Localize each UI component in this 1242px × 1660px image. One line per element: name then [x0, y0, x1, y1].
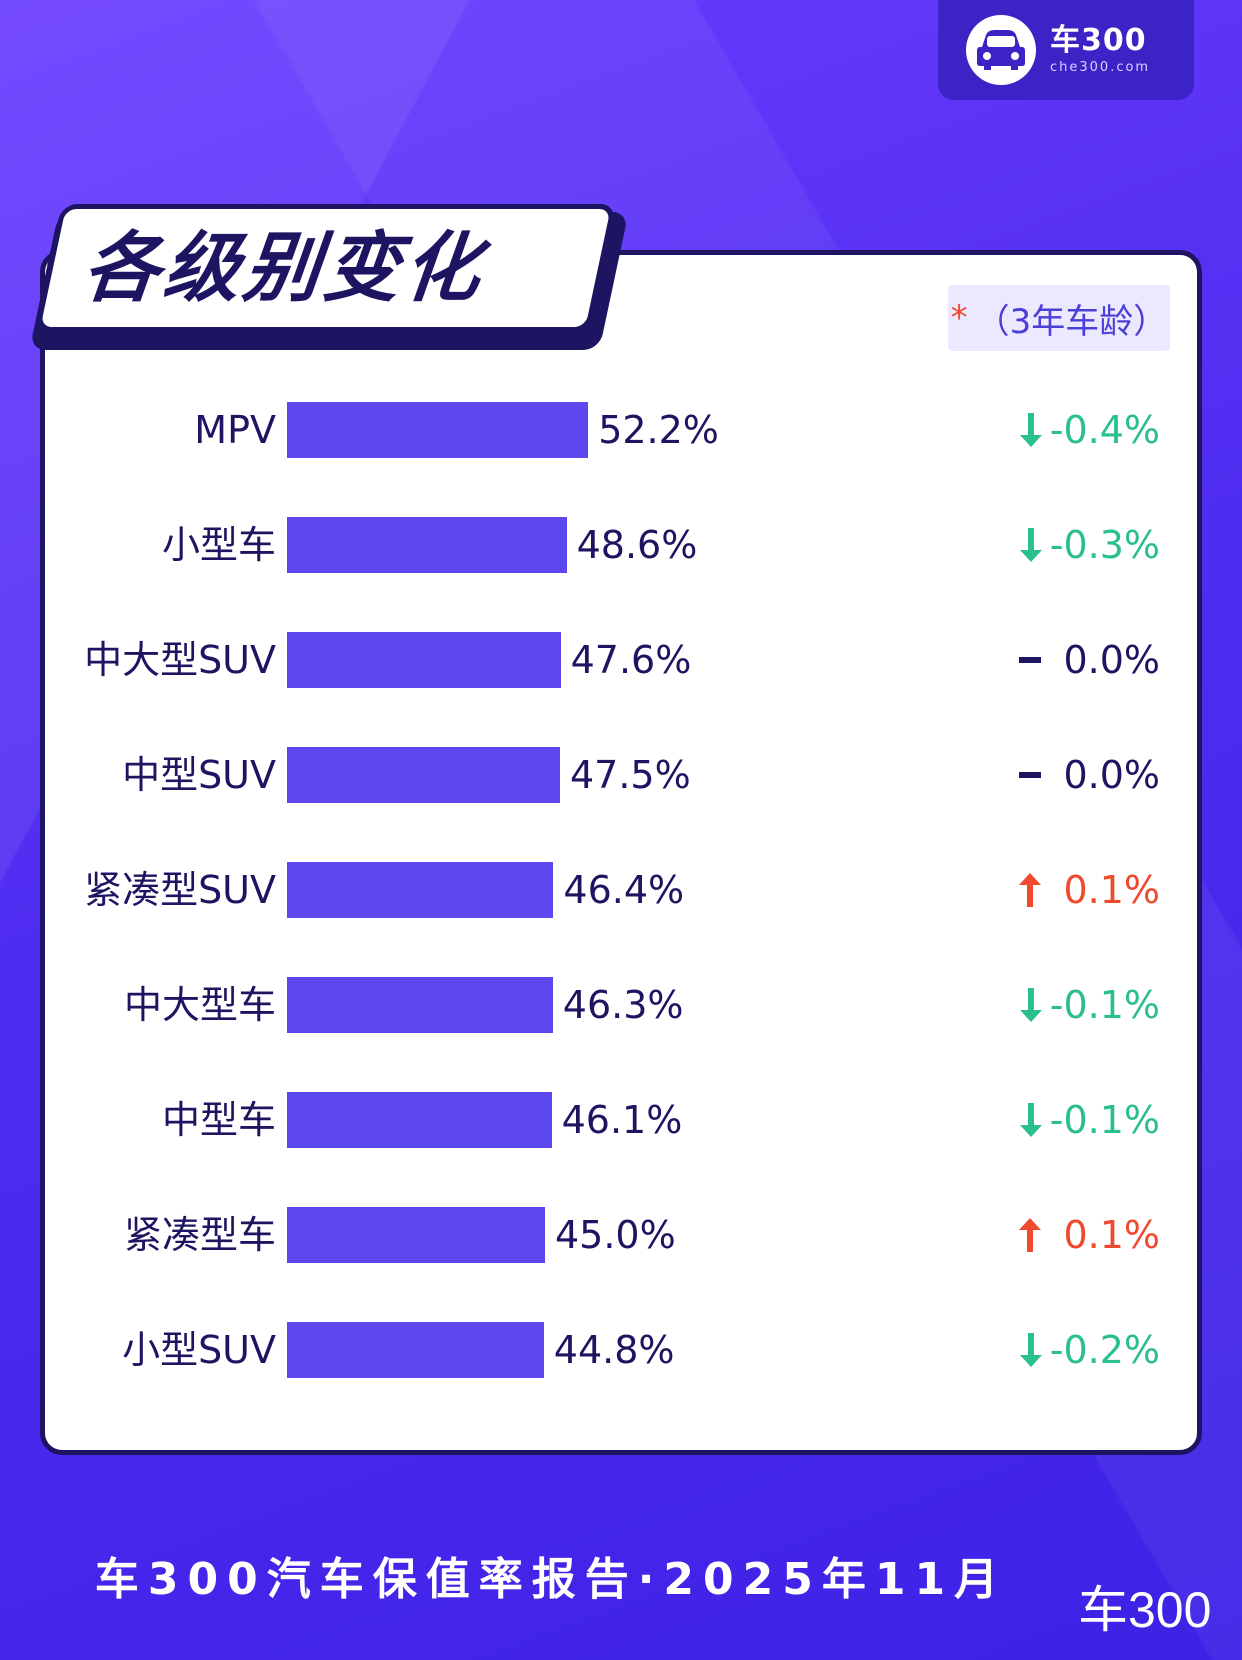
- change-indicator: 0.1%: [1017, 862, 1160, 918]
- chart-row: 小型SUV 44.8% -0.2%: [0, 1322, 1242, 1378]
- chart-row: 紧凑型SUV 46.4% 0.1%: [0, 862, 1242, 918]
- arrow-down-icon: [1019, 1333, 1042, 1367]
- category-label: 中型车: [161, 1098, 276, 1142]
- chart-row: 中大型车 46.3% -0.1%: [0, 977, 1242, 1033]
- change-indicator: -0.1%: [1018, 1092, 1160, 1148]
- arrow-down-icon: [1019, 988, 1042, 1022]
- no-change-icon: [1019, 772, 1042, 778]
- change-label: -0.2%: [1049, 1328, 1160, 1372]
- value-label: 46.3%: [562, 983, 684, 1027]
- value-label: 47.6%: [570, 638, 692, 682]
- bar: [287, 1322, 544, 1378]
- arrow-down-icon: [1019, 528, 1042, 562]
- change-indicator: 0.0%: [1017, 747, 1160, 803]
- arrow-down-icon: [1019, 1103, 1042, 1137]
- value-label: 48.6%: [576, 523, 698, 567]
- chart-row: 紧凑型车 45.0% 0.1%: [0, 1207, 1242, 1263]
- age-note: * （3年车龄）: [948, 285, 1170, 351]
- category-label: 小型车: [161, 523, 276, 567]
- category-label: 中大型SUV: [84, 638, 276, 682]
- brand-name: 车300: [1050, 23, 1147, 58]
- change-indicator: -0.2%: [1018, 1322, 1160, 1378]
- chart-row: 中型SUV 47.5% 0.0%: [0, 747, 1242, 803]
- value-label: 52.2%: [598, 408, 719, 452]
- value-label: 46.1%: [561, 1098, 683, 1142]
- arrow-down-icon: [1019, 413, 1042, 447]
- no-change-icon: [1019, 657, 1042, 663]
- bar: [287, 1207, 545, 1263]
- value-label: 45.0%: [555, 1213, 676, 1257]
- change-label: 0.0%: [1063, 638, 1160, 682]
- note-text: （3年车龄）: [975, 301, 1168, 342]
- change-label: 0.0%: [1063, 753, 1160, 797]
- value-label: 44.8%: [553, 1328, 675, 1372]
- bar: [287, 977, 553, 1033]
- category-label: MPV: [194, 408, 276, 452]
- bar: [287, 402, 589, 458]
- category-label: 中大型车: [123, 983, 276, 1027]
- bar: [287, 632, 561, 688]
- chart-row: 中型车 46.1% -0.1%: [0, 1092, 1242, 1148]
- change-label: 0.1%: [1063, 1213, 1160, 1257]
- chart-row: 小型车 48.6% -0.3%: [0, 517, 1242, 573]
- change-indicator: -0.1%: [1018, 977, 1160, 1033]
- bar: [287, 517, 567, 573]
- value-label: 47.5%: [570, 753, 691, 797]
- car-icon: [966, 15, 1036, 85]
- bar: [287, 862, 554, 918]
- change-indicator: -0.4%: [1018, 402, 1160, 458]
- footer-watermark: 车300: [1078, 1582, 1212, 1638]
- chart-card: [40, 250, 1202, 1455]
- change-label: -0.1%: [1049, 983, 1160, 1027]
- value-label: 46.4%: [563, 868, 685, 912]
- change-indicator: 0.1%: [1017, 1207, 1160, 1263]
- category-label: 紧凑型SUV: [84, 868, 276, 912]
- bar: [287, 747, 560, 803]
- chart-row: 中大型SUV 47.6% 0.0%: [0, 632, 1242, 688]
- change-indicator: -0.3%: [1018, 517, 1160, 573]
- brand-url: che300.com: [1050, 60, 1151, 75]
- change-indicator: 0.0%: [1017, 632, 1160, 688]
- arrow-up-icon: [1019, 873, 1042, 907]
- brand-logo: 车300 che300.com: [938, 0, 1194, 100]
- footer-title: 车300汽车保值率报告·2025年11月: [94, 1554, 1008, 1605]
- change-label: 0.1%: [1063, 868, 1160, 912]
- category-label: 中型SUV: [122, 753, 276, 797]
- change-label: -0.4%: [1049, 408, 1160, 452]
- change-label: -0.3%: [1049, 523, 1160, 567]
- note-star: *: [950, 298, 968, 338]
- category-label: 紧凑型车: [123, 1213, 276, 1257]
- arrow-up-icon: [1019, 1218, 1042, 1252]
- chart-row: MPV 52.2% -0.4%: [0, 402, 1242, 458]
- category-label: 小型SUV: [122, 1328, 276, 1372]
- change-label: -0.1%: [1049, 1098, 1160, 1142]
- bar: [287, 1092, 552, 1148]
